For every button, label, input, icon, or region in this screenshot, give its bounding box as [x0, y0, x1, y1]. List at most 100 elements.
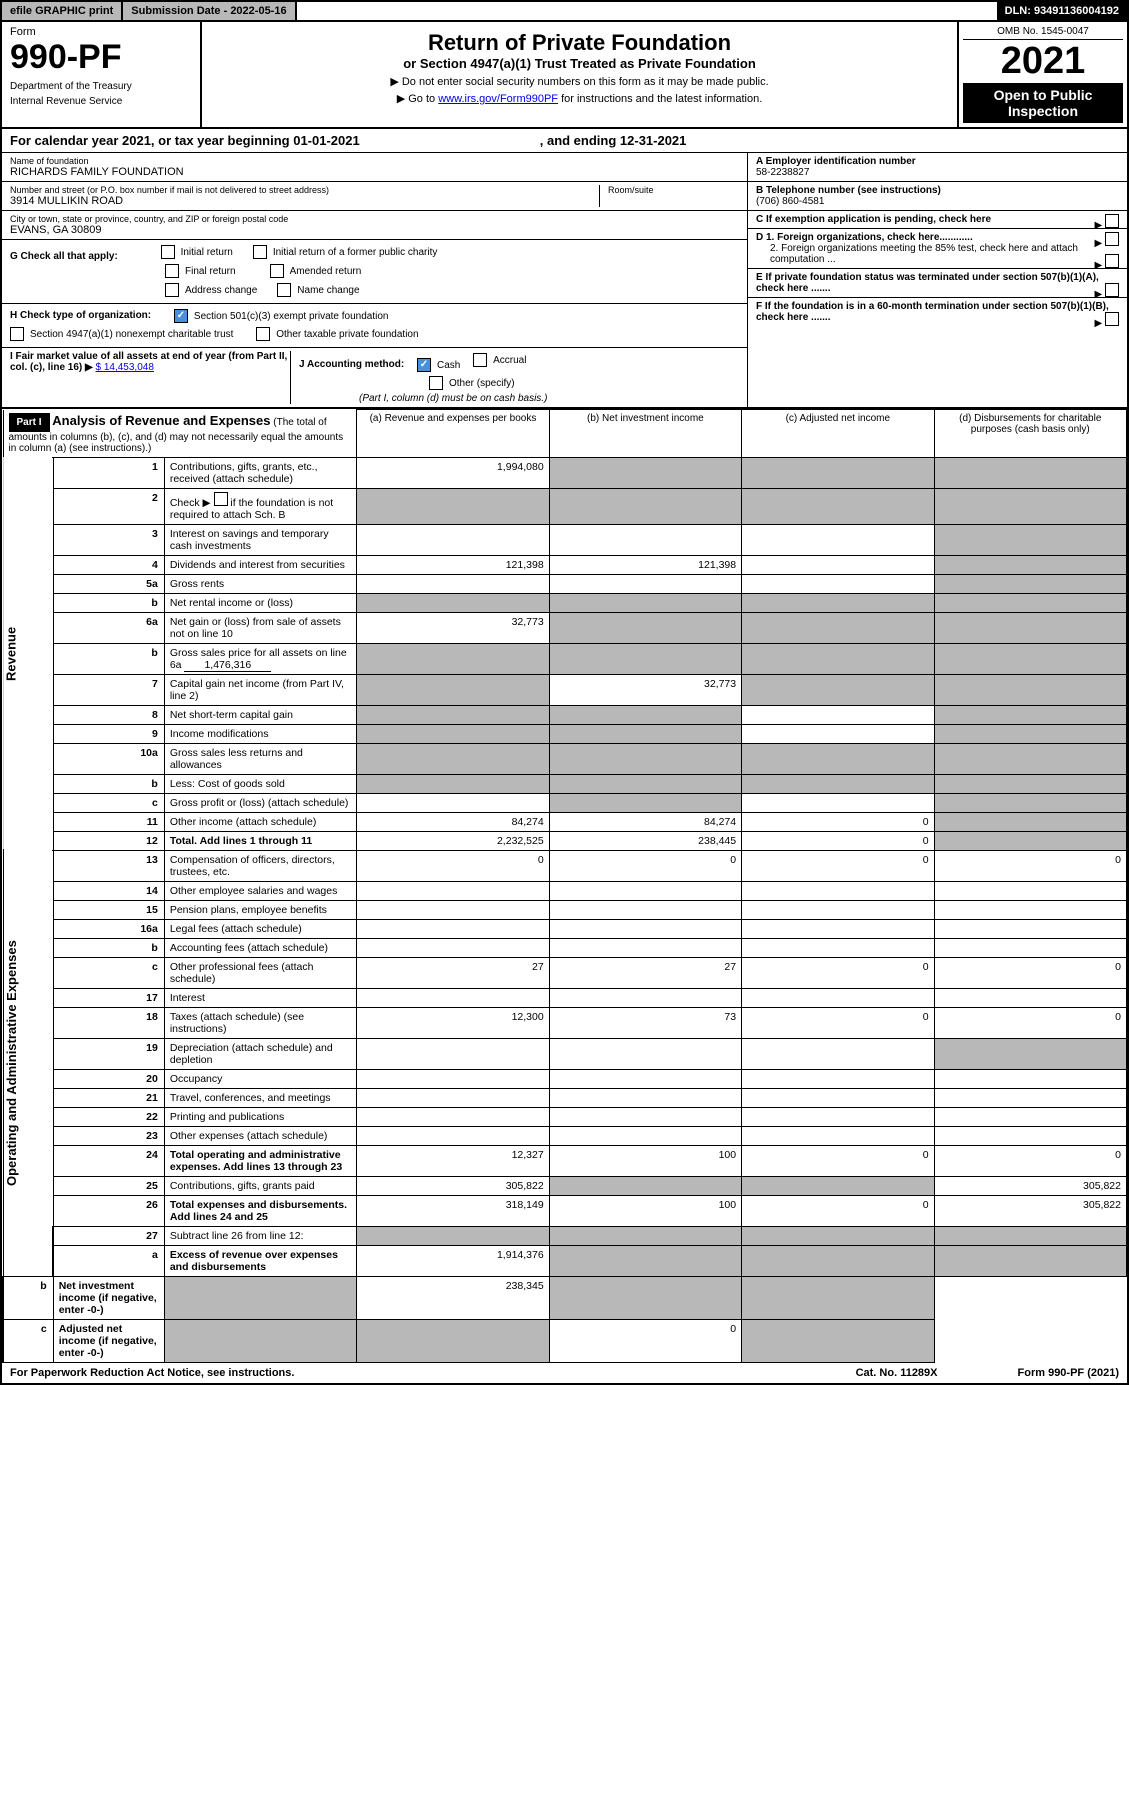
line-desc: Less: Cost of goods sold [164, 774, 356, 793]
foreign-85-checkbox[interactable] [1105, 254, 1119, 268]
line-num: 25 [53, 1176, 164, 1195]
4947-checkbox[interactable] [10, 327, 24, 341]
other-taxable-checkbox[interactable] [256, 327, 270, 341]
table-row: Operating and Administrative Expenses 13… [3, 850, 1127, 881]
line-desc: Compensation of officers, directors, tru… [164, 850, 356, 881]
form-header: Form 990-PF Department of the Treasury I… [0, 22, 1129, 129]
line-num: 20 [53, 1069, 164, 1088]
form-subtitle: or Section 4947(a)(1) Trust Treated as P… [210, 56, 949, 71]
other-method-checkbox[interactable] [429, 376, 443, 390]
line-num: 7 [53, 674, 164, 705]
fmv-value[interactable]: $ 14,453,048 [96, 362, 154, 373]
h-label: H Check type of organization: [10, 310, 151, 321]
table-row: aExcess of revenue over expenses and dis… [3, 1245, 1127, 1276]
table-row: 25Contributions, gifts, grants paid305,8… [3, 1176, 1127, 1195]
exemption-pending-checkbox[interactable] [1105, 214, 1119, 228]
cal-year-end: , and ending 12-31-2021 [540, 133, 687, 148]
open-public-badge: Open to Public Inspection [963, 83, 1123, 123]
dept-treasury: Department of the Treasury [10, 81, 192, 92]
irs-link[interactable]: www.irs.gov/Form990PF [438, 93, 558, 105]
accrual-checkbox[interactable] [473, 353, 487, 367]
table-row: 3Interest on savings and temporary cash … [3, 524, 1127, 555]
line-num: 3 [53, 524, 164, 555]
col-c-header: (c) Adjusted net income [742, 410, 934, 458]
addr-change-checkbox[interactable] [165, 283, 179, 297]
501c3-checkbox[interactable] [174, 309, 188, 323]
line-num: 5a [53, 574, 164, 593]
val-b: 0 [549, 850, 741, 881]
table-row: 10aGross sales less returns and allowanc… [3, 743, 1127, 774]
val-a: 84,274 [357, 812, 549, 831]
line-desc: Subtract line 26 from line 12: [164, 1226, 356, 1245]
table-row: 2Check ▶ if the foundation is not requir… [3, 488, 1127, 524]
line-num: 11 [53, 812, 164, 831]
val-b: 100 [549, 1145, 741, 1176]
val-b: 84,274 [549, 812, 741, 831]
form-number: 990-PF [10, 38, 192, 77]
cal-year-begin: For calendar year 2021, or tax year begi… [10, 133, 360, 148]
line-num: c [3, 1319, 53, 1362]
line-num: 18 [53, 1007, 164, 1038]
table-row: 12Total. Add lines 1 through 112,232,525… [3, 831, 1127, 850]
val-b: 238,345 [357, 1276, 549, 1319]
val-b: 238,445 [549, 831, 741, 850]
line-num: c [53, 793, 164, 812]
line-num: 12 [53, 831, 164, 850]
city-state-zip: EVANS, GA 30809 [10, 224, 739, 236]
amended-checkbox[interactable] [270, 264, 284, 278]
sch-b-checkbox[interactable] [214, 492, 228, 506]
d2-label: 2. Foreign organizations meeting the 85%… [770, 243, 1078, 265]
ein-label: A Employer identification number [756, 156, 1119, 167]
val-a: 12,327 [357, 1145, 549, 1176]
val-a: 32,773 [357, 612, 549, 643]
line-desc: Other income (attach schedule) [164, 812, 356, 831]
val-c: 0 [742, 831, 934, 850]
status-terminated-checkbox[interactable] [1105, 283, 1119, 297]
irs-label: Internal Revenue Service [10, 96, 192, 107]
table-row: bAccounting fees (attach schedule) [3, 938, 1127, 957]
final-return-checkbox[interactable] [165, 264, 179, 278]
initial-former-checkbox[interactable] [253, 245, 267, 259]
line-desc: Gross sales less returns and allowances [164, 743, 356, 774]
line-desc: Total. Add lines 1 through 11 [164, 831, 356, 850]
val-c: 0 [742, 1195, 934, 1226]
j-label: J Accounting method: [299, 359, 404, 370]
val-c: 0 [742, 1007, 934, 1038]
line-num: 13 [53, 850, 164, 881]
val-b: 100 [549, 1195, 741, 1226]
final-return-label: Final return [185, 266, 236, 277]
submission-date: Submission Date - 2022-05-16 [123, 2, 296, 20]
line-desc: Capital gain net income (from Part IV, l… [164, 674, 356, 705]
table-row: cGross profit or (loss) (attach schedule… [3, 793, 1127, 812]
other-taxable-label: Other taxable private foundation [276, 329, 418, 340]
table-row: 14Other employee salaries and wages [3, 881, 1127, 900]
efile-print-button[interactable]: efile GRAPHIC print [2, 2, 123, 20]
val-a: 2,232,525 [357, 831, 549, 850]
foreign-org-checkbox[interactable] [1105, 232, 1119, 246]
part1-title: Analysis of Revenue and Expenses [52, 413, 270, 428]
60-month-checkbox[interactable] [1105, 312, 1119, 326]
table-row: 27Subtract line 26 from line 12: [3, 1226, 1127, 1245]
table-row: 7Capital gain net income (from Part IV, … [3, 674, 1127, 705]
line-desc: Accounting fees (attach schedule) [164, 938, 356, 957]
table-row: bNet investment income (if negative, ent… [3, 1276, 1127, 1319]
ein-value: 58-2238827 [756, 167, 1119, 178]
table-row: 21Travel, conferences, and meetings [3, 1088, 1127, 1107]
val-d: 0 [934, 957, 1126, 988]
phone-value: (706) 860-4581 [756, 196, 1119, 207]
expenses-section-label: Operating and Administrative Expenses [3, 850, 53, 1276]
name-change-checkbox[interactable] [277, 283, 291, 297]
line-desc: Net gain or (loss) from sale of assets n… [164, 612, 356, 643]
line-desc: Gross profit or (loss) (attach schedule) [164, 793, 356, 812]
val-c: 0 [742, 957, 934, 988]
line-desc: Other professional fees (attach schedule… [164, 957, 356, 988]
initial-return-checkbox[interactable] [161, 245, 175, 259]
val-c: 0 [549, 1319, 741, 1362]
line-desc: Pension plans, employee benefits [164, 900, 356, 919]
addr-change-label: Address change [185, 285, 257, 296]
table-row: bNet rental income or (loss) [3, 593, 1127, 612]
line-desc: Contributions, gifts, grants paid [164, 1176, 356, 1195]
cash-checkbox[interactable] [417, 358, 431, 372]
line-desc: Dividends and interest from securities [164, 555, 356, 574]
amended-label: Amended return [290, 266, 362, 277]
